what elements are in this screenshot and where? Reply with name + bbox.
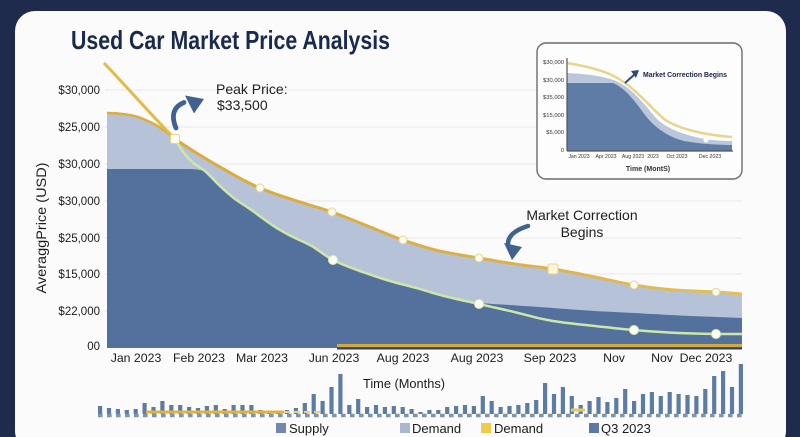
svg-text:Nov: Nov [651, 351, 674, 365]
svg-text:Jan 2023: Jan 2023 [568, 154, 589, 160]
svg-text:Dec 2023: Dec 2023 [680, 351, 733, 365]
svg-text:Sep 2023: Sep 2023 [524, 351, 577, 365]
svg-text:2023: 2023 [647, 154, 659, 160]
svg-text:Nov: Nov [603, 351, 626, 365]
svg-text:Dec 2023: Dec 2023 [699, 154, 721, 160]
svg-text:$30,000: $30,000 [543, 78, 564, 84]
svg-text:Time (MontS): Time (MontS) [626, 166, 670, 173]
svg-text:$30,000: $30,000 [58, 196, 100, 208]
svg-text:$22,000: $22,000 [58, 306, 100, 318]
svg-text:Market Correction: Market Correction [526, 207, 637, 223]
svg-text:$30,000: $30,000 [543, 60, 564, 66]
svg-text:Demand: Demand [494, 421, 543, 436]
svg-text:Oct 2023: Oct 2023 [666, 154, 687, 160]
svg-text:Feb 2023: Feb 2023 [173, 351, 225, 365]
svg-text:$5,000: $5,000 [546, 130, 564, 136]
svg-text:00: 00 [87, 341, 100, 353]
svg-text:$35,000: $35,000 [543, 95, 564, 101]
svg-text:Used Car Market Price Analysis: Used Car Market Price Analysis [71, 25, 390, 55]
svg-text:AveraggPrice (USD): AveraggPrice (USD) [33, 163, 49, 294]
svg-text:Mar 2023: Mar 2023 [236, 351, 288, 365]
svg-text:Q3 2023: Q3 2023 [601, 421, 651, 436]
svg-text:Aug 2023: Aug 2023 [622, 154, 644, 160]
svg-text:Aug 2023: Aug 2023 [451, 351, 504, 365]
svg-text:Time (Months): Time (Months) [363, 376, 445, 391]
svg-text:0: 0 [561, 148, 564, 154]
svg-text:Market Correction Begins: Market Correction Begins [643, 70, 727, 79]
svg-text:$30,000: $30,000 [58, 85, 100, 97]
svg-text:Jan 2023: Jan 2023 [111, 351, 162, 365]
svg-text:Peak Price:: Peak Price: [216, 81, 288, 97]
svg-text:$25,000: $25,000 [58, 122, 100, 134]
svg-text:Supply: Supply [289, 421, 329, 436]
svg-text:$25,000: $25,000 [58, 233, 100, 245]
svg-text:Demand: Demand [412, 421, 461, 436]
svg-text:Aug 2023: Aug 2023 [377, 351, 430, 365]
svg-text:$15,000: $15,000 [543, 113, 564, 119]
svg-text:Jun 2023: Jun 2023 [309, 351, 360, 365]
svg-text:$30,000: $30,000 [58, 159, 100, 171]
svg-text:Apr 2023: Apr 2023 [595, 154, 616, 160]
svg-text:$33,500: $33,500 [217, 97, 268, 113]
svg-text:Begins: Begins [561, 224, 604, 240]
svg-text:$15,000: $15,000 [58, 269, 100, 281]
